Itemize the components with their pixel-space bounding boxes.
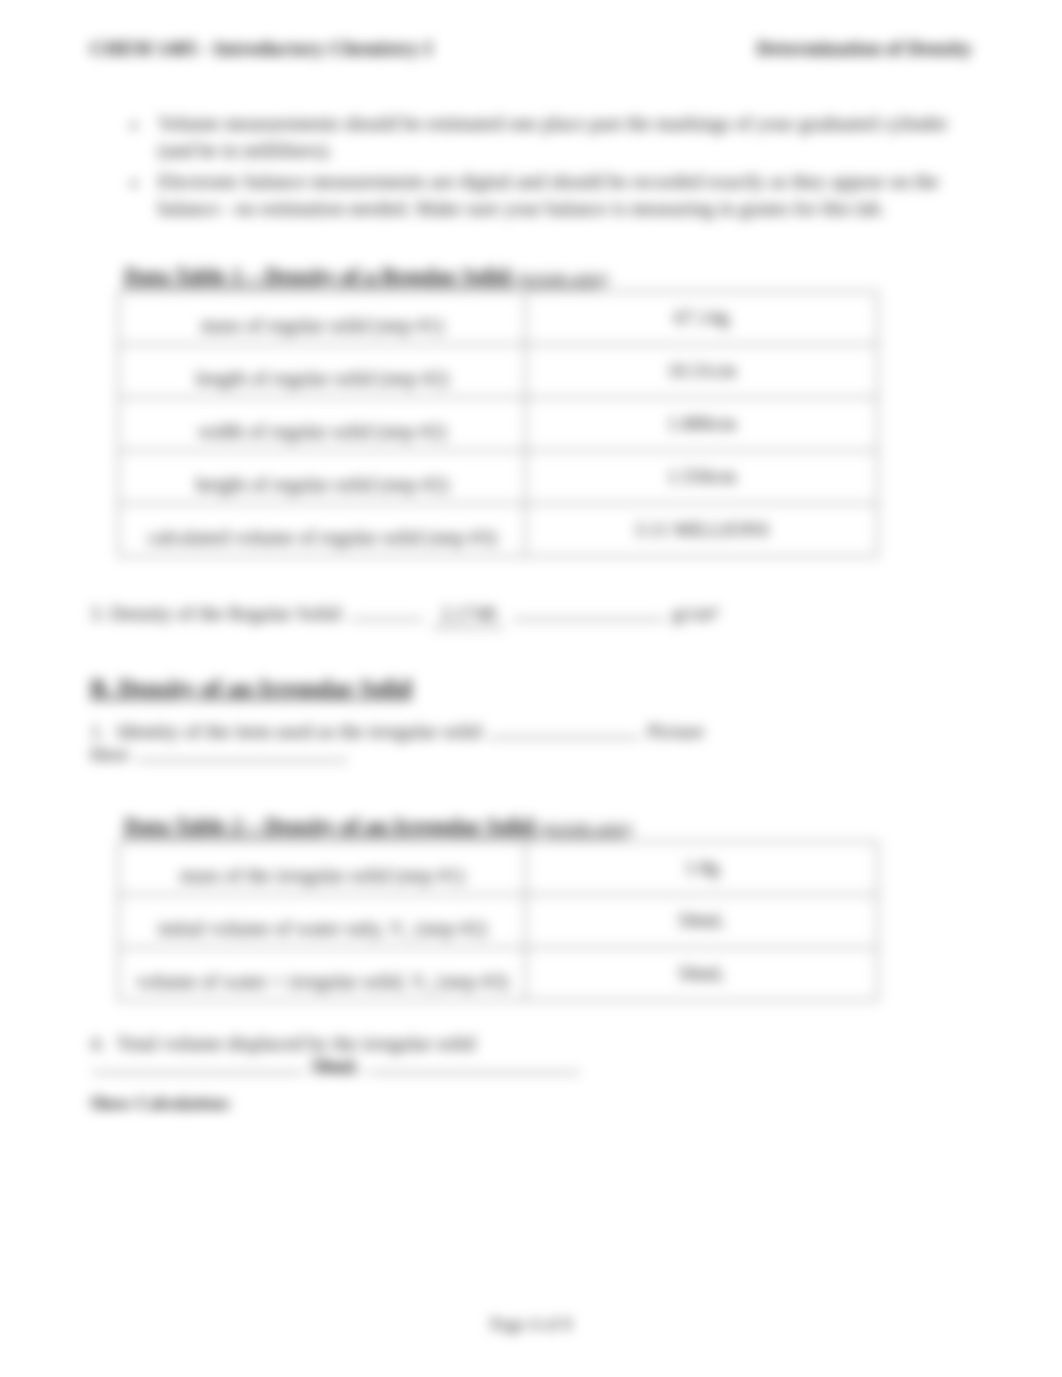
q-disp-blank2 — [368, 1071, 580, 1073]
q-irreg-num: 1. — [90, 721, 112, 744]
table-value-cell: 3.11 MILLIONS — [526, 504, 878, 557]
table-label-cell: height of regular solid (step #2) — [119, 451, 526, 504]
q-disp-text: Total volume displaced by the irregular … — [117, 1033, 476, 1055]
table-label-cell: initial volume of water only, V₁ (step #… — [119, 895, 526, 948]
table-row: initial volume of water only, V₁ (step #… — [119, 895, 878, 948]
q-disp-num: 4. — [90, 1033, 112, 1056]
table-row: volume of water + irregular solid, V₂ (s… — [119, 948, 878, 1001]
q-disp-mid: 50mL — [311, 1056, 361, 1078]
table-row: calculated volume of regular solid (step… — [119, 504, 878, 557]
table2-subtitle: (include units) — [539, 820, 632, 837]
table-value-cell: 50mL — [526, 895, 878, 948]
document-page: CHEM 1405 - Introductory Chemistry I Det… — [0, 0, 1062, 1377]
q-disp-blank1 — [92, 1071, 304, 1073]
table1-title-text: Data Table 1 – Density of a Regular Soli… — [124, 263, 510, 288]
show-calculation-label: Show Calculation: — [90, 1093, 972, 1114]
table2-title-text: Data Table 2 – Density of an Irregular S… — [124, 813, 534, 838]
header-left: CHEM 1405 - Introductory Chemistry I — [90, 38, 432, 61]
q-irreg-blank2 — [136, 759, 348, 761]
q-regular-blank2 — [513, 618, 665, 620]
data-table-2: mass of the irregular solid (step #1)1.8… — [118, 841, 878, 1001]
instruction-bullets: Volume measurements should be estimated … — [90, 111, 972, 223]
table-row: width of regular solid (step #2)1.880cm — [119, 398, 878, 451]
question-displaced-volume: 4. Total volume displaced by the irregul… — [90, 1033, 972, 1079]
q-irreg-text-b: Picture — [647, 721, 704, 743]
page-header: CHEM 1405 - Introductory Chemistry I Det… — [90, 38, 972, 61]
table-label-cell: volume of water + irregular solid, V₂ (s… — [119, 948, 526, 1001]
table1-subtitle: (include units) — [515, 270, 608, 287]
table-value-cell: 1.8g — [526, 842, 878, 895]
q-regular-prefix: 3. Density of the Regular Solid: — [90, 603, 349, 625]
table-value-cell: 1.550cm — [526, 451, 878, 504]
q-regular-blank1 — [351, 618, 423, 620]
table-label-cell: mass of regular solid (step #1) — [119, 292, 526, 345]
question-irregular-identity: 1. Identity of the item used as the irre… — [90, 721, 972, 767]
table-value-cell: 67.14g — [526, 292, 878, 345]
section-b-heading: B. Density of an Irregular Solid — [90, 676, 972, 703]
data-table-1: mass of regular solid (step #1)67.14glen… — [118, 291, 878, 557]
header-right: Determination of Density — [756, 38, 972, 61]
q-irreg-text-a: Identity of the item used as the irregul… — [117, 721, 481, 743]
table-value-cell: 50mL — [526, 948, 878, 1001]
q-irreg-blank1 — [488, 736, 640, 738]
question-regular-density: 3. Density of the Regular Solid: 2.1748 … — [90, 603, 972, 628]
table-label-cell: mass of the irregular solid (step #1) — [119, 842, 526, 895]
table1-title: Data Table 1 – Density of a Regular Soli… — [124, 263, 972, 289]
q-regular-units: g/cm³ — [672, 603, 718, 625]
table-row: height of regular solid (step #2)1.550cm — [119, 451, 878, 504]
table-row: mass of regular solid (step #1)67.14g — [119, 292, 878, 345]
q-irreg-label2: Here — [90, 744, 129, 766]
table-row: mass of the irregular solid (step #1)1.8… — [119, 842, 878, 895]
page-footer: Page 4 of 8 — [0, 1314, 1062, 1335]
q-regular-value: 2.1748 — [432, 603, 504, 628]
table-label-cell: length of regular solid (step #2) — [119, 345, 526, 398]
table-row: length of regular solid (step #2)10.31cm — [119, 345, 878, 398]
bullet-item: Volume measurements should be estimated … — [130, 111, 972, 165]
table-value-cell: 10.31cm — [526, 345, 878, 398]
table-value-cell: 1.880cm — [526, 398, 878, 451]
table2-title: Data Table 2 – Density of an Irregular S… — [124, 813, 972, 839]
bullet-item: Electronic balance measurements are digi… — [130, 169, 972, 223]
table-label-cell: width of regular solid (step #2) — [119, 398, 526, 451]
table-label-cell: calculated volume of regular solid (step… — [119, 504, 526, 557]
